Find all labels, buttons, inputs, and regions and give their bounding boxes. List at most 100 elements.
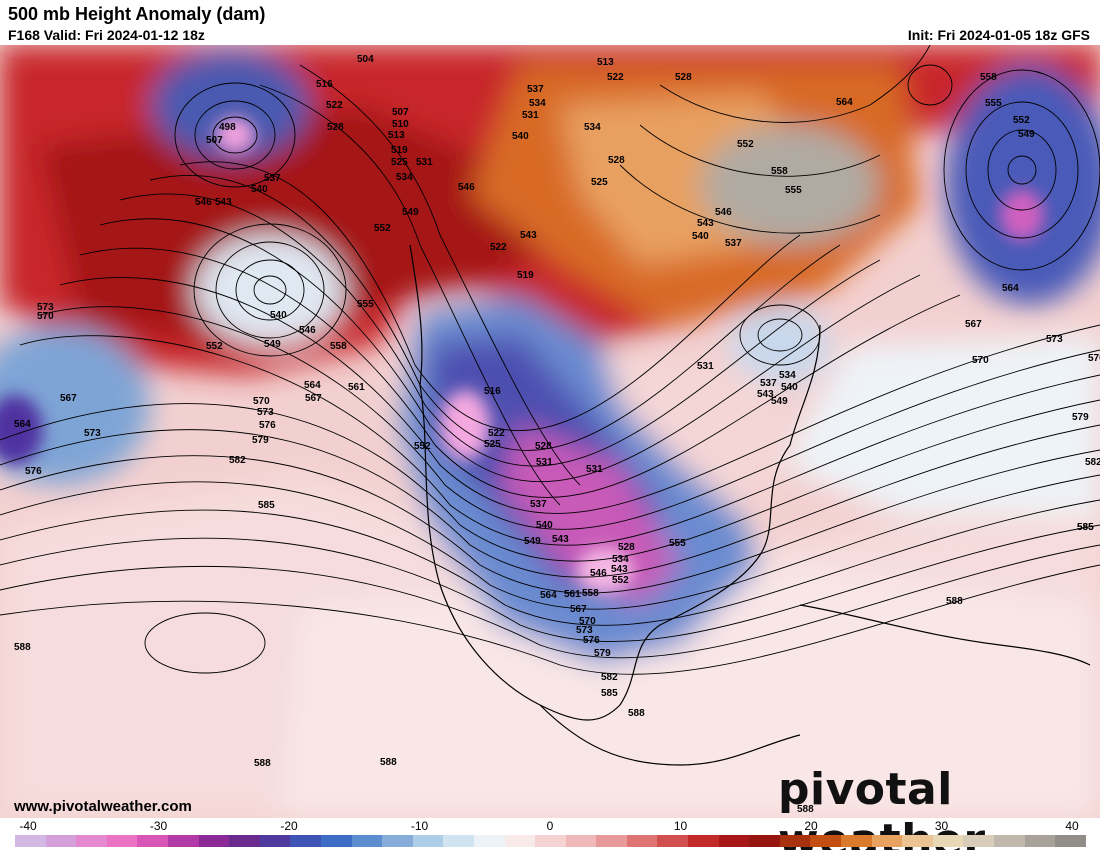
contour-label: 513 [388, 130, 405, 141]
colorbar-swatch [871, 835, 903, 847]
contour-label: 573 [576, 625, 593, 636]
colorbar-swatch [779, 835, 811, 847]
contour-label: 546 [195, 197, 212, 208]
contour-label: 528 [535, 441, 552, 452]
contour-label: 585 [1077, 522, 1094, 533]
contour-label: 510 [392, 119, 409, 130]
contour-label: 573 [1046, 334, 1063, 345]
contour-label: 546 [590, 568, 607, 579]
colorbar-swatch [902, 835, 933, 847]
contour-label: 540 [781, 382, 798, 393]
contour-label: 528 [327, 122, 344, 133]
contour-label: 516 [484, 386, 501, 397]
contour-label: 567 [60, 393, 77, 404]
contour-label: 573 [257, 407, 274, 418]
contour-label: 540 [536, 520, 553, 531]
contour-label: 579 [1072, 412, 1089, 423]
contour-label: 522 [607, 72, 624, 83]
colorbar-swatch [45, 835, 77, 847]
contour-label: 588 [254, 758, 271, 769]
colorbar-swatch [137, 835, 168, 847]
contour-label: 543 [215, 197, 232, 208]
contour-label: 555 [785, 185, 802, 196]
colorbar-tick-label: -10 [410, 819, 429, 833]
colorbar-swatch [718, 835, 750, 847]
contour-label: 534 [779, 370, 796, 381]
contour-label: 537 [725, 238, 742, 249]
contour-label: 549 [1018, 129, 1035, 140]
contour-label: 552 [1013, 115, 1030, 126]
colorbar-swatch [76, 835, 107, 847]
map-title: 500 mb Height Anomaly (dam) [8, 4, 266, 24]
contour-label: 567 [305, 393, 322, 404]
contour-label: 522 [490, 242, 507, 253]
contour-label: 534 [584, 122, 601, 133]
colorbar-swatch [290, 835, 321, 847]
contour-label: 579 [594, 648, 611, 659]
colorbar-swatch [167, 835, 199, 847]
contour-label: 525 [391, 157, 408, 168]
contour-label: 516 [316, 79, 333, 90]
contour-label: 588 [628, 708, 645, 719]
contour-label: 570 [37, 311, 54, 322]
colorbar-swatch [229, 835, 260, 847]
contour-label: 558 [980, 72, 997, 83]
contour-label: 582 [229, 455, 246, 466]
colorbar-tick-label: 40 [1065, 819, 1079, 833]
contour-label: 552 [612, 575, 629, 586]
contour-label: 531 [522, 110, 539, 121]
contour-label: 567 [965, 319, 982, 330]
contour-label: 585 [1077, 522, 1094, 533]
contour-label: 543 [757, 389, 774, 400]
contour-label: 585 [258, 500, 275, 511]
contour-label: 552 [737, 139, 754, 150]
contour-label: 573 [37, 302, 54, 313]
contour-label: 531 [416, 157, 433, 168]
colorbar-swatch [1055, 835, 1086, 847]
contour-label: 576 [25, 466, 42, 477]
contour-label: 540 [251, 184, 268, 195]
contour-label: 564 [14, 419, 31, 430]
contour-label: 558 [771, 166, 788, 177]
contour-label: 570 [579, 616, 596, 627]
contour-label: 519 [517, 270, 534, 281]
colorbar-tick-label: -20 [280, 819, 298, 833]
contour-label: 576 [583, 635, 600, 646]
contour-label: 522 [488, 428, 505, 439]
anomaly-shading [0, 45, 1100, 818]
contour-label: 588 [14, 642, 31, 653]
valid-time: F168 Valid: Fri 2024-01-12 18z [8, 27, 205, 43]
contour-label: 534 [529, 98, 546, 109]
contour-label: 585 [601, 688, 618, 699]
colorbar-tick-label: 20 [804, 819, 818, 833]
colorbar-swatch [443, 835, 474, 847]
contour-label: 549 [402, 207, 419, 218]
contour-label: 558 [582, 588, 599, 599]
colorbar-swatch [810, 835, 842, 847]
contour-label: 549 [264, 339, 281, 350]
contour-label: 531 [536, 457, 553, 468]
colorbar-swatch [351, 835, 383, 847]
contour-label: 537 [264, 173, 281, 184]
colorbar-swatch [1024, 835, 1056, 847]
contour-label: 507 [206, 135, 223, 146]
contour-label: 543 [520, 230, 537, 241]
contour-label: 588 [380, 757, 397, 768]
colorbar-swatch [106, 835, 138, 847]
contour-label: 537 [760, 378, 777, 389]
colorbar-swatch [688, 835, 719, 847]
contour-label: 528 [618, 542, 635, 553]
contour-label: 555 [357, 299, 374, 310]
contour-label: 534 [612, 554, 629, 565]
contour-label: 552 [374, 223, 391, 234]
website-credit: www.pivotalweather.com [14, 798, 192, 815]
contour-label: 507 [392, 107, 409, 118]
contour-label: 564 [1002, 283, 1019, 294]
contour-label: 540 [270, 310, 287, 321]
contour-label: 567 [570, 604, 587, 615]
contour-label: 573 [84, 428, 101, 439]
contour-label: 555 [669, 538, 686, 549]
colorbar-tick-label: -40 [19, 819, 37, 833]
